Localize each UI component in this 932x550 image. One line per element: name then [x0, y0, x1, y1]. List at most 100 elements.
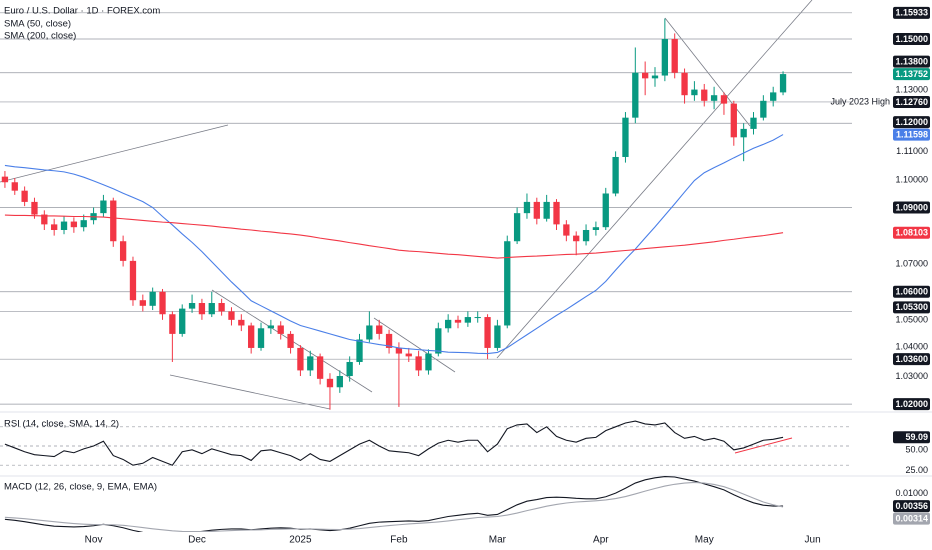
level-label-box	[893, 398, 930, 411]
trendline	[169, 374, 331, 410]
candle-body	[671, 39, 678, 73]
rsi-trendline	[734, 437, 793, 454]
candle-body	[228, 311, 235, 320]
candle-body	[415, 356, 422, 371]
level-label-box	[893, 95, 930, 108]
candle-body	[326, 378, 334, 388]
legend-entry: SMA (50, close)	[4, 19, 71, 30]
candle-body	[208, 303, 215, 315]
candle-body	[248, 325, 255, 348]
level-label-box	[893, 353, 930, 366]
level-label: 1.13800	[895, 56, 928, 66]
candle-body	[425, 353, 432, 371]
level-label: 1.03600	[895, 354, 928, 364]
last-value-label: 0.00314	[895, 513, 928, 523]
y-tick-label: 25.00	[905, 465, 928, 475]
candle-body	[504, 241, 511, 326]
candle-body	[119, 241, 127, 261]
candle-body	[651, 75, 659, 79]
candle-body	[149, 291, 156, 306]
level-label: 1.02000	[895, 399, 928, 409]
last-value-label-box	[893, 128, 930, 141]
last-value-label-box	[893, 512, 930, 525]
level-label-box	[893, 116, 930, 129]
last-value-label: 1.11598	[896, 129, 928, 139]
trendline	[373, 317, 456, 373]
candle-body	[691, 89, 698, 96]
candle-body	[346, 361, 353, 377]
candle-body	[198, 303, 206, 315]
candle-body	[395, 347, 403, 354]
candle-body	[779, 74, 787, 93]
candle-body	[316, 356, 324, 379]
candle-body	[336, 376, 343, 388]
level-label: 1.12000	[895, 117, 928, 127]
candle-body	[573, 235, 580, 242]
candle-body	[179, 308, 186, 334]
level-label-box	[893, 6, 930, 19]
last-value-label: 1.08103	[895, 228, 928, 238]
candle-body	[454, 319, 462, 323]
legend-entry: SMA (200, close)	[4, 31, 76, 42]
x-tick-label: Dec	[188, 535, 206, 546]
x-tick-label: Nov	[85, 535, 103, 546]
y-tick-label: 50.00	[905, 445, 928, 455]
candle-body	[129, 260, 137, 301]
y-tick-label: 1.13000	[895, 84, 928, 94]
candle-body	[602, 193, 609, 228]
pane	[0, 12, 852, 410]
candle-body	[405, 353, 412, 357]
candle-body	[31, 201, 38, 215]
annotation: July 2023 High	[830, 96, 890, 106]
price-label-box	[893, 68, 930, 81]
candle-body	[218, 303, 225, 312]
candle-body	[297, 347, 304, 371]
level-label-box	[893, 301, 930, 314]
plot: July 2023 High 1.15933 1.15000 1.13800 1.137…	[0, 6, 930, 546]
x-tick-label: Jun	[805, 535, 821, 546]
candle-body	[661, 39, 669, 76]
candle-body	[642, 72, 649, 79]
trendlines	[0, 0, 813, 410]
candle-body	[376, 325, 383, 334]
series-line	[4, 481, 784, 532]
series-line	[4, 476, 784, 532]
series-line	[4, 214, 784, 259]
level-label: 1.15933	[895, 8, 928, 18]
candle-body	[464, 317, 472, 323]
level-label: 1.05300	[895, 302, 928, 312]
level-label-box	[893, 55, 930, 68]
level-label: 1.12760	[895, 97, 928, 107]
candle-body	[553, 201, 560, 225]
x-tick-label: Mar	[489, 535, 507, 546]
candle-body	[60, 221, 68, 230]
candle-body	[11, 182, 18, 191]
y-tick-label: 0.01000	[895, 488, 928, 498]
candle-body	[110, 200, 117, 242]
candle-body	[563, 224, 570, 236]
y-tick-label: 1.03000	[895, 371, 928, 381]
y-tick-label: 1.11000	[896, 146, 928, 156]
last-value-label-box	[893, 500, 930, 513]
y-tick-label: 1.10000	[895, 174, 928, 184]
candle-body	[238, 319, 245, 326]
level-label-box	[893, 285, 930, 298]
candle-body	[582, 229, 590, 242]
candle-body	[523, 201, 531, 214]
candle-body	[632, 72, 639, 118]
y-tick-label: 1.04000	[895, 342, 928, 352]
candle-body	[169, 314, 176, 334]
chart-title: Euro / U.S. Dollar · 1D · FOREX.com	[4, 6, 160, 17]
trendline	[496, 0, 813, 359]
trendline	[0, 124, 229, 183]
candle-body	[760, 100, 767, 118]
candle-body	[80, 220, 87, 228]
candle-body	[474, 317, 481, 319]
series-line	[4, 134, 784, 355]
last-value-label: 59.09	[905, 432, 928, 442]
y-tick-label: 1.07000	[895, 259, 928, 269]
candle-body	[356, 339, 363, 362]
